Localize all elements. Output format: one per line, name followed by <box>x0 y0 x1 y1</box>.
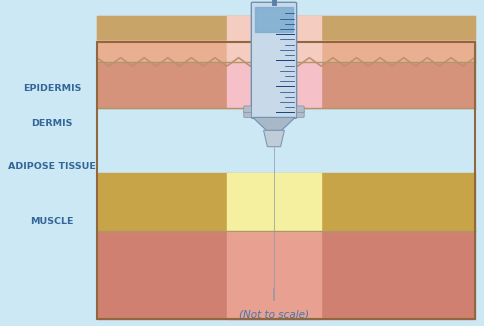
Bar <box>227 173 321 231</box>
Bar <box>97 42 474 108</box>
Bar <box>227 42 321 108</box>
FancyBboxPatch shape <box>244 111 251 117</box>
Text: ADIPOSE TISSUE: ADIPOSE TISSUE <box>8 162 96 171</box>
Bar <box>255 7 293 32</box>
Bar <box>97 42 474 319</box>
Bar <box>97 16 474 62</box>
Polygon shape <box>253 117 295 130</box>
FancyBboxPatch shape <box>297 111 304 117</box>
FancyBboxPatch shape <box>297 106 304 112</box>
Text: DERMIS: DERMIS <box>31 119 73 128</box>
Text: EPIDERMIS: EPIDERMIS <box>23 83 81 93</box>
Polygon shape <box>264 130 285 147</box>
FancyBboxPatch shape <box>244 106 251 112</box>
FancyBboxPatch shape <box>251 2 297 118</box>
Bar <box>97 173 474 231</box>
Bar <box>227 231 321 319</box>
Bar <box>227 16 321 62</box>
Bar <box>97 16 474 39</box>
Text: MUSCLE: MUSCLE <box>30 217 74 226</box>
Bar <box>97 231 474 319</box>
Text: (Not to scale): (Not to scale) <box>239 310 309 319</box>
